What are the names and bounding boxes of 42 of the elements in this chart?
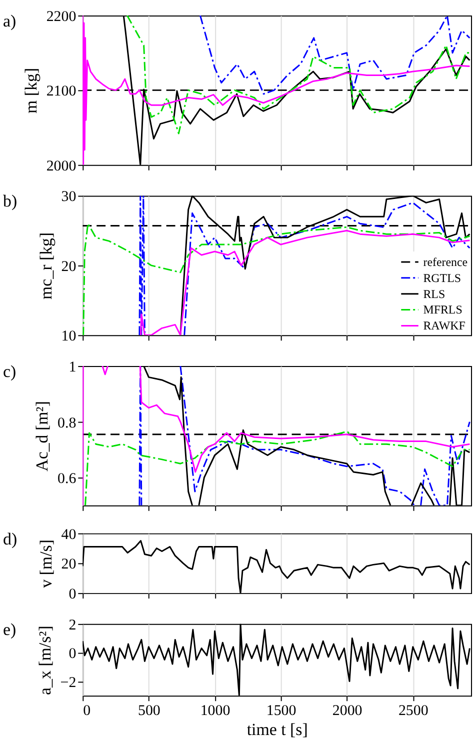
legend-label: MFRLS — [423, 302, 462, 317]
y-tick-label: 30 — [61, 189, 76, 206]
legend-label: RAWKF — [423, 318, 466, 333]
y-tick-label: 0 — [68, 586, 76, 603]
y-tick-label: 0.8 — [58, 415, 76, 432]
y-tick-label: 2100 — [46, 84, 76, 100]
x-tick-label: 2000 — [332, 703, 362, 720]
line-series — [84, 430, 470, 506]
legend-label: RLS — [423, 286, 446, 301]
y-tick-label: 20 — [61, 556, 76, 573]
y-tick-label: 2200 — [46, 8, 76, 25]
chart-title: b) — [2, 192, 18, 211]
chart-title: d) — [2, 529, 18, 548]
x-tick-label: 1000 — [200, 703, 230, 720]
y-axis-title: mc_r [kg] — [36, 232, 56, 300]
y-tick-label: 20 — [61, 258, 76, 275]
x-tick-label: 1500 — [266, 703, 296, 720]
x-tick-label: 2500 — [398, 703, 428, 720]
y-tick-label: 0.6 — [58, 471, 77, 488]
y-tick-label: 2 — [68, 617, 76, 634]
legend-label: reference — [423, 254, 468, 269]
chart-title: c) — [2, 362, 16, 381]
line-series — [199, 16, 470, 95]
y-tick-label: 40 — [61, 526, 76, 543]
y-tick-label: 1 — [68, 360, 76, 376]
x-tick-label: 500 — [138, 703, 160, 720]
line-series — [140, 230, 470, 336]
y-axis-title: m [kg] — [21, 68, 40, 114]
line-series — [126, 16, 470, 134]
x-tick-label: 0 — [83, 703, 91, 720]
chart-title: e) — [2, 620, 16, 639]
x-axis-title: time t [s] — [246, 720, 308, 739]
y-axis-title: v [m/s] — [36, 540, 56, 588]
line-series — [82, 222, 470, 336]
y-tick-label: 10 — [61, 328, 76, 345]
y-tick-label: 0 — [68, 646, 76, 662]
y-axis-title: a_x [m/s²] — [35, 626, 54, 695]
legend-label: RGTLS — [423, 270, 462, 285]
chart-title: a) — [2, 11, 16, 30]
y-tick-label: −2 — [60, 674, 76, 691]
y-axis-title: Ac_d [m²] — [32, 401, 52, 472]
y-tick-label: 2000 — [46, 158, 76, 174]
